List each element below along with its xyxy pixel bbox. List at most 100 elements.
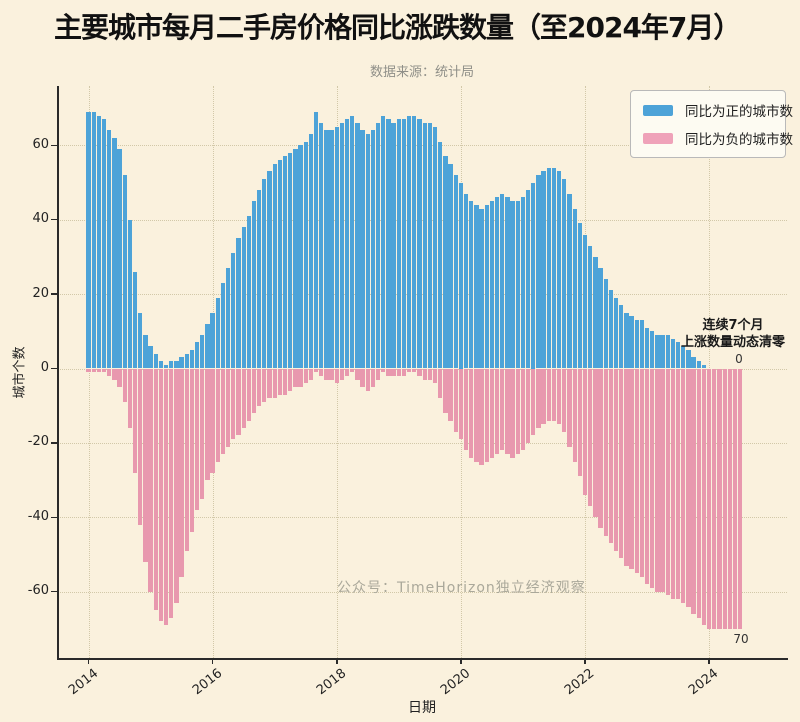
bar-negative xyxy=(701,368,707,626)
bar-positive xyxy=(324,130,329,369)
bar-positive xyxy=(339,122,345,369)
bar-positive xyxy=(194,342,200,369)
bar-negative xyxy=(422,368,427,380)
gridline-h xyxy=(57,442,787,444)
bar-positive xyxy=(515,201,520,369)
bar-positive xyxy=(536,175,541,369)
bar-positive xyxy=(313,111,319,369)
bar-positive xyxy=(489,201,495,369)
bar-negative xyxy=(655,368,660,592)
bar-negative xyxy=(484,368,489,462)
bar-positive xyxy=(443,156,448,369)
bar-positive xyxy=(86,111,91,369)
bar-negative xyxy=(308,368,314,380)
bar-positive xyxy=(427,122,432,369)
bar-positive xyxy=(639,320,645,369)
bar-negative xyxy=(365,368,370,391)
legend-label-positive: 同比为正的城市数 xyxy=(685,104,793,120)
bar-positive xyxy=(205,323,210,369)
bar-negative xyxy=(329,368,334,380)
bar-positive xyxy=(308,134,314,369)
bar-negative xyxy=(375,368,381,380)
bar-negative xyxy=(412,368,417,373)
bar-positive xyxy=(401,119,407,369)
bar-positive xyxy=(562,178,567,369)
bar-positive xyxy=(360,130,365,369)
bar-negative xyxy=(557,368,562,425)
bar-negative xyxy=(593,368,598,518)
bar-positive xyxy=(282,156,288,369)
bar-negative xyxy=(510,368,515,458)
bar-negative xyxy=(696,368,701,618)
bar-negative xyxy=(582,368,588,495)
bar-positive xyxy=(143,335,148,369)
x-tick-mark xyxy=(460,658,462,664)
bar-positive xyxy=(608,290,614,369)
chart-title: 主要城市每月二手房价格同比涨跌数量（至2024年7月） xyxy=(54,11,741,44)
bar-positive xyxy=(241,227,246,369)
annotation-line1: 连续7个月 xyxy=(702,318,764,333)
bar-negative xyxy=(107,368,112,376)
bar-positive xyxy=(344,119,350,369)
bar-negative xyxy=(732,368,738,629)
bar-negative xyxy=(443,368,448,414)
gridline-h xyxy=(57,517,787,519)
bar-positive xyxy=(231,253,236,369)
x-tick-mark xyxy=(211,658,214,664)
bar-positive xyxy=(494,197,500,369)
bar-positive xyxy=(701,364,707,369)
y-tick-mark xyxy=(51,442,57,444)
bar-positive xyxy=(598,268,603,369)
bar-positive xyxy=(334,126,339,369)
legend-swatch-positive-icon xyxy=(643,104,673,116)
legend: 同比为正的城市数 同比为负的城市数 xyxy=(630,90,793,158)
bar-positive xyxy=(91,111,96,369)
bar-positive xyxy=(293,149,298,369)
bar-negative xyxy=(474,368,479,462)
bar-negative xyxy=(148,368,153,592)
bar-positive xyxy=(531,182,536,369)
bar-positive xyxy=(158,361,164,369)
gridline-h xyxy=(57,219,787,221)
bar-negative xyxy=(432,368,438,384)
bar-negative xyxy=(86,368,91,373)
bar-positive xyxy=(603,279,608,369)
x-tick-mark xyxy=(336,658,338,664)
y-tick-label: -60 xyxy=(27,583,49,599)
annotation-zero-streak: 连续7个月 上涨数量动态清零 xyxy=(677,317,789,351)
bar-negative xyxy=(288,368,293,391)
bar-negative xyxy=(520,368,526,451)
bar-positive xyxy=(634,320,639,369)
bar-positive xyxy=(355,122,360,369)
bar-negative xyxy=(282,368,288,395)
y-tick-label: 40 xyxy=(32,211,49,227)
bar-negative xyxy=(650,368,655,588)
bar-negative xyxy=(706,368,712,629)
bar-positive xyxy=(650,331,655,369)
bar-negative xyxy=(215,368,220,462)
bar-negative xyxy=(225,368,231,447)
bar-negative xyxy=(546,368,551,421)
bar-positive xyxy=(422,122,427,369)
bar-negative xyxy=(624,368,629,566)
bar-negative xyxy=(174,368,179,603)
bar-negative xyxy=(567,368,572,447)
bar-negative xyxy=(608,368,614,544)
legend-item-positive: 同比为正的城市数 xyxy=(643,100,793,120)
bar-positive xyxy=(163,364,169,369)
bar-positive xyxy=(593,256,598,369)
bar-negative xyxy=(598,368,603,529)
bar-positive xyxy=(629,316,634,369)
bar-positive xyxy=(624,312,629,369)
bar-positive xyxy=(370,130,376,369)
bar-negative xyxy=(272,368,277,399)
bar-positive xyxy=(479,208,484,369)
bar-positive xyxy=(696,361,701,369)
x-tick-mark xyxy=(87,658,90,664)
bar-positive xyxy=(132,271,138,369)
bar-positive xyxy=(262,178,267,369)
bar-positive xyxy=(582,234,588,369)
bar-negative xyxy=(236,368,241,436)
bar-negative xyxy=(634,368,639,574)
bar-positive xyxy=(412,115,417,369)
